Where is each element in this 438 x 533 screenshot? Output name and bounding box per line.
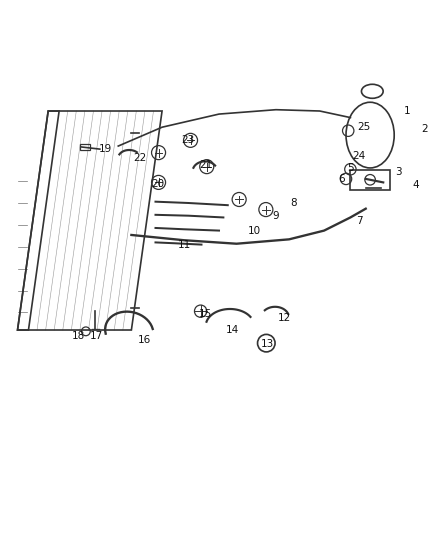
Text: 5: 5: [347, 163, 354, 173]
Text: 1: 1: [404, 106, 411, 116]
Text: 19: 19: [99, 144, 112, 154]
Text: 16: 16: [138, 335, 151, 345]
Text: 13: 13: [261, 340, 274, 350]
Text: 14: 14: [226, 325, 239, 335]
Text: 6: 6: [338, 174, 345, 184]
Text: 10: 10: [247, 225, 261, 236]
Text: 20: 20: [151, 179, 164, 189]
Text: 25: 25: [357, 122, 370, 132]
Text: 8: 8: [290, 198, 297, 208]
Text: 15: 15: [199, 309, 212, 319]
Text: 21: 21: [199, 160, 212, 170]
Text: 3: 3: [395, 167, 402, 177]
Text: 18: 18: [72, 330, 85, 341]
Text: 22: 22: [134, 153, 147, 163]
Text: 12: 12: [278, 313, 291, 323]
Text: 23: 23: [182, 135, 195, 146]
Text: 24: 24: [353, 151, 366, 161]
Text: 4: 4: [413, 181, 420, 190]
Text: 7: 7: [356, 215, 363, 225]
Text: 11: 11: [177, 240, 191, 251]
Text: 2: 2: [421, 124, 428, 134]
Text: 9: 9: [272, 211, 279, 221]
Text: 17: 17: [90, 330, 103, 341]
